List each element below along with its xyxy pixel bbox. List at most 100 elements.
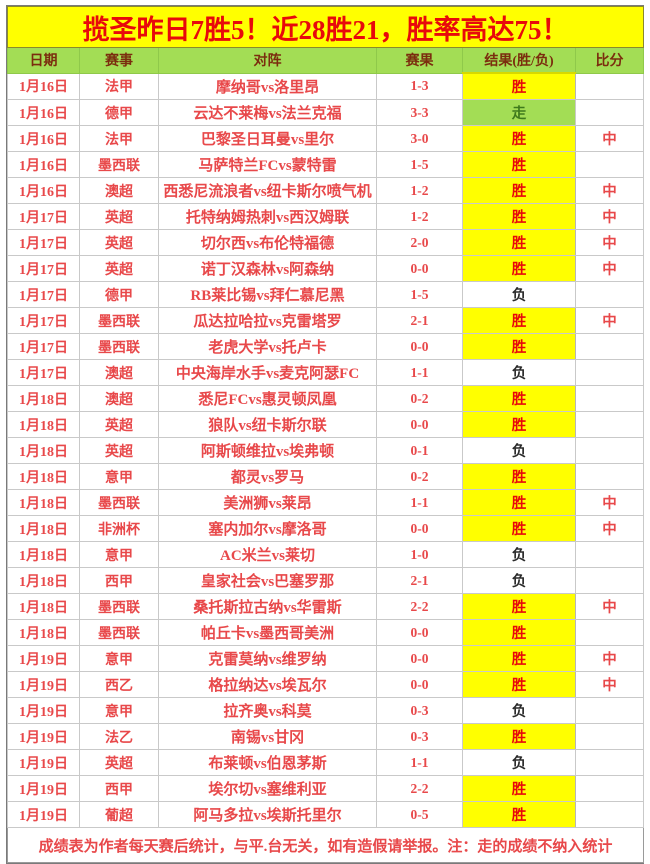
cell-flag xyxy=(574,437,645,464)
cell-score: 0-0 xyxy=(376,255,463,282)
cell-flag xyxy=(574,749,645,776)
cell-date: 1月18日 xyxy=(7,437,80,464)
table-row: 1月17日 英超 诺丁汉森林vs阿森纳 0-0 胜中 xyxy=(7,255,645,282)
table-row: 1月18日 墨西联 美洲狮vs莱昂 1-1 胜中 xyxy=(7,489,645,516)
cell-league: 葡超 xyxy=(79,801,159,828)
cell-match: 布莱顿vs伯恩茅斯 xyxy=(158,749,377,776)
results-sheet: 揽圣昨日7胜5！近28胜21，胜率高达75！ 日期 赛事 对阵 赛果 结果(胜/… xyxy=(6,5,645,864)
cell-result: 胜 xyxy=(462,593,576,620)
cell-flag xyxy=(574,619,645,646)
cell-match: 云达不莱梅vs法兰克福 xyxy=(158,99,377,126)
cell-flag xyxy=(574,541,645,568)
cell-date: 1月16日 xyxy=(7,72,80,100)
table-row: 1月17日 墨西联 瓜达拉哈拉vs克雷塔罗 2-1 胜中 xyxy=(7,307,645,334)
cell-flag xyxy=(574,567,645,594)
cell-score: 2-2 xyxy=(376,775,463,802)
cell-league: 英超 xyxy=(79,255,159,282)
column-header-match: 对阵 xyxy=(158,47,377,74)
cell-result: 胜 xyxy=(462,125,576,152)
cell-flag xyxy=(574,151,645,178)
cell-match: 克雷莫纳vs维罗纳 xyxy=(158,645,377,672)
results-table: 揽圣昨日7胜5！近28胜21，胜率高达75！ 日期 赛事 对阵 赛果 结果(胜/… xyxy=(6,6,645,863)
cell-match: 马萨特兰FCvs蒙特雷 xyxy=(158,151,377,178)
cell-league: 英超 xyxy=(79,203,159,230)
cell-result: 胜 xyxy=(462,775,576,802)
cell-score: 1-2 xyxy=(376,203,463,230)
table-row: 1月17日 墨西联 老虎大学vs托卢卡 0-0 胜 xyxy=(7,333,645,360)
cell-score: 1-1 xyxy=(376,749,463,776)
cell-league: 墨西联 xyxy=(79,307,159,334)
table-row: 1月19日 英超 布莱顿vs伯恩茅斯 1-1 负 xyxy=(7,749,645,776)
cell-flag xyxy=(574,463,645,490)
cell-flag: 中 xyxy=(574,203,645,230)
cell-league: 英超 xyxy=(79,437,159,464)
cell-flag: 中 xyxy=(574,489,645,516)
cell-league: 意甲 xyxy=(79,541,159,568)
cell-flag: 中 xyxy=(574,125,645,152)
footer-note-row: 成绩表为作者每天赛后统计，与平.台无关，如有造假请举报。注：走的成绩不纳入统计 xyxy=(6,827,645,863)
cell-match: AC米兰vs莱切 xyxy=(158,541,377,568)
cell-date: 1月18日 xyxy=(7,567,80,594)
column-header-date: 日期 xyxy=(7,47,80,74)
cell-flag xyxy=(574,775,645,802)
cell-match: 都灵vs罗马 xyxy=(158,463,377,490)
cell-match: 西悉尼流浪者vs纽卡斯尔喷气机 xyxy=(158,177,377,204)
cell-flag xyxy=(574,359,645,386)
cell-score: 0-1 xyxy=(376,437,463,464)
cell-flag: 中 xyxy=(574,229,645,256)
footer-note: 成绩表为作者每天赛后统计，与平.台无关，如有造假请举报。注：走的成绩不纳入统计 xyxy=(6,827,645,863)
cell-result: 胜 xyxy=(462,307,576,334)
cell-score: 1-5 xyxy=(376,281,463,308)
table-row: 1月18日 英超 阿斯顿维拉vs埃弗顿 0-1 负 xyxy=(7,437,645,464)
column-header-flag: 比分 xyxy=(574,47,645,74)
cell-score: 0-5 xyxy=(376,801,463,828)
cell-league: 墨西联 xyxy=(79,489,159,516)
cell-score: 3-0 xyxy=(376,125,463,152)
cell-league: 法甲 xyxy=(79,125,159,152)
cell-match: 皇家社会vs巴塞罗那 xyxy=(158,567,377,594)
cell-date: 1月16日 xyxy=(7,177,80,204)
cell-date: 1月19日 xyxy=(7,801,80,828)
results-table-container: 揽圣昨日7胜5！近28胜21，胜率高达75！ 日期 赛事 对阵 赛果 结果(胜/… xyxy=(6,5,645,864)
table-row: 1月19日 西乙 格拉纳达vs埃瓦尔 0-0 胜中 xyxy=(7,671,645,698)
cell-flag xyxy=(574,411,645,438)
cell-date: 1月19日 xyxy=(7,671,80,698)
column-header-league: 赛事 xyxy=(79,47,159,74)
cell-score: 0-0 xyxy=(376,333,463,360)
table-row: 1月16日 澳超 西悉尼流浪者vs纽卡斯尔喷气机 1-2 胜中 xyxy=(7,177,645,204)
cell-score: 0-2 xyxy=(376,385,463,412)
cell-league: 墨西联 xyxy=(79,151,159,178)
cell-match: 阿斯顿维拉vs埃弗顿 xyxy=(158,437,377,464)
cell-date: 1月18日 xyxy=(7,593,80,620)
cell-date: 1月19日 xyxy=(7,775,80,802)
table-row: 1月19日 葡超 阿马多拉vs埃斯托里尔 0-5 胜 xyxy=(7,801,645,828)
cell-date: 1月18日 xyxy=(7,463,80,490)
cell-date: 1月18日 xyxy=(7,385,80,412)
table-row: 1月18日 西甲 皇家社会vs巴塞罗那 2-1 负 xyxy=(7,567,645,594)
table-row: 1月16日 德甲 云达不莱梅vs法兰克福 3-3 走 xyxy=(7,99,645,126)
cell-score: 0-0 xyxy=(376,619,463,646)
cell-score: 1-0 xyxy=(376,541,463,568)
table-row: 1月18日 意甲 都灵vs罗马 0-2 胜 xyxy=(7,463,645,490)
table-row: 1月18日 意甲 AC米兰vs莱切 1-0 负 xyxy=(7,541,645,568)
cell-score: 2-1 xyxy=(376,307,463,334)
cell-league: 墨西联 xyxy=(79,333,159,360)
table-row: 1月17日 英超 切尔西vs布伦特福德 2-0 胜中 xyxy=(7,229,645,256)
cell-result: 胜 xyxy=(462,411,576,438)
cell-league: 意甲 xyxy=(79,697,159,724)
table-row: 1月17日 德甲 RB莱比锡vs拜仁慕尼黑 1-5 负 xyxy=(7,281,645,308)
cell-result: 负 xyxy=(462,281,576,308)
cell-match: 悉尼FCvs惠灵顿凤凰 xyxy=(158,385,377,412)
cell-league: 西乙 xyxy=(79,671,159,698)
cell-date: 1月17日 xyxy=(7,333,80,360)
cell-match: 老虎大学vs托卢卡 xyxy=(158,333,377,360)
cell-flag xyxy=(574,99,645,126)
cell-result: 负 xyxy=(462,541,576,568)
cell-league: 澳超 xyxy=(79,385,159,412)
cell-league: 澳超 xyxy=(79,359,159,386)
cell-result: 胜 xyxy=(462,255,576,282)
cell-match: 桑托斯拉古纳vs华雷斯 xyxy=(158,593,377,620)
cell-date: 1月16日 xyxy=(7,151,80,178)
cell-flag xyxy=(574,385,645,412)
cell-date: 1月19日 xyxy=(7,749,80,776)
